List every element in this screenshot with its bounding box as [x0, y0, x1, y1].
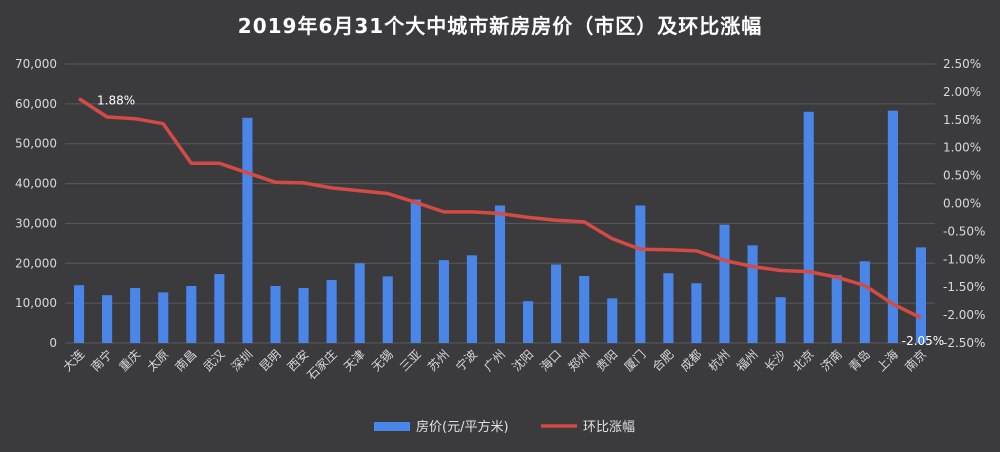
bar: [466, 255, 477, 343]
x-tick-label: 南京: [902, 347, 930, 375]
y-right-tick-label: 0.00%: [943, 197, 981, 211]
bar: [438, 260, 449, 343]
x-tick-label: 广州: [481, 347, 508, 374]
bar: [747, 245, 758, 343]
y-right-tick-label: 1.50%: [943, 113, 981, 127]
y-left-tick-label: 10,000: [15, 296, 57, 310]
bar: [354, 263, 365, 343]
y-right-tick-label: -2.50%: [943, 336, 985, 350]
y-left-tick-label: 60,000: [15, 97, 57, 111]
x-tick-label: 武汉: [201, 347, 228, 374]
x-tick-label: 杭州: [705, 347, 733, 375]
x-tick-label: 太原: [144, 347, 172, 375]
bar: [102, 295, 113, 343]
x-tick-label: 重庆: [116, 347, 143, 374]
data-label: 1.88%: [97, 94, 135, 108]
bar: [73, 285, 85, 343]
legend-label: 环比涨幅: [583, 420, 635, 435]
x-tick-label: 沈阳: [509, 347, 537, 375]
y-right-tick-label: -0.50%: [943, 224, 985, 238]
y-right-tick-label: 1.00%: [943, 141, 981, 155]
bar: [915, 247, 927, 343]
y-right-tick-label: 2.00%: [943, 85, 981, 99]
bar: [158, 292, 169, 343]
x-tick-label: 南昌: [172, 347, 200, 375]
x-tick-label: 石家庄: [304, 347, 340, 383]
bar: [887, 110, 898, 343]
x-tick-label: 南宁: [88, 347, 116, 375]
data-label: -2.05%: [902, 334, 944, 348]
x-tick-label: 昆明: [257, 347, 284, 374]
x-tick-label: 长沙: [762, 347, 789, 374]
x-tick-label: 济南: [817, 347, 845, 375]
bar: [523, 301, 534, 343]
x-tick-label: 北京: [790, 347, 817, 374]
line-series: [78, 97, 922, 320]
y-left-tick-label: 0: [49, 336, 57, 350]
x-tick-label: 厦门: [621, 347, 649, 375]
bar: [859, 261, 870, 343]
x-tick-label: 大连: [60, 347, 88, 375]
bar: [382, 276, 393, 343]
y-left-tick-label: 70,000: [15, 57, 57, 71]
x-tick-label: 无锡: [368, 347, 396, 375]
x-tick-label: 海口: [537, 347, 565, 375]
bar: [579, 276, 590, 343]
x-tick-label: 三亚: [397, 347, 424, 374]
bar: [719, 224, 730, 343]
bar: [298, 287, 309, 343]
y-right-tick-label: 2.50%: [943, 57, 981, 71]
y-right-tick-label: -1.00%: [943, 252, 985, 266]
bar: [270, 286, 281, 343]
bar: [607, 298, 618, 343]
x-tick-label: 合肥: [649, 347, 677, 375]
x-tick-label: 深圳: [229, 347, 256, 374]
y-right-tick-label: -2.00%: [943, 308, 985, 322]
x-tick-label: 苏州: [425, 347, 452, 374]
y-left-tick-label: 30,000: [15, 216, 57, 230]
bar: [410, 199, 421, 343]
bar: [214, 274, 225, 343]
bar: [831, 275, 842, 343]
bar: [494, 205, 506, 343]
x-tick-label: 宁波: [452, 347, 480, 375]
bar: [775, 297, 786, 343]
bar: [326, 280, 337, 343]
y-right-tick-label: -1.50%: [943, 280, 985, 294]
x-tick-label: 福州: [733, 347, 761, 375]
bar: [551, 264, 562, 343]
x-tick-label: 郑州: [565, 347, 593, 375]
bar: [242, 117, 253, 343]
bar: [130, 287, 141, 343]
bar: [635, 205, 646, 343]
bar: [186, 286, 197, 343]
y-left-tick-label: 20,000: [15, 256, 57, 270]
x-tick-label: 青岛: [845, 347, 873, 375]
x-tick-label: 成都: [678, 347, 705, 374]
y-right-tick-label: 0.50%: [943, 169, 981, 183]
bar: [691, 283, 702, 343]
chart-title: 2019年6月31个大中城市新房房价（市区）及环比涨幅: [237, 14, 763, 38]
bar: [803, 111, 814, 343]
x-tick-label: 上海: [873, 347, 901, 375]
y-left-tick-label: 50,000: [15, 137, 57, 151]
x-tick-label: 天津: [341, 347, 368, 374]
y-left-tick-label: 40,000: [15, 177, 57, 191]
legend-label: 房价(元/平方米): [416, 419, 509, 435]
x-tick-label: 贵阳: [593, 347, 620, 374]
legend-swatch-bar: [374, 422, 410, 431]
bar: [663, 273, 674, 343]
